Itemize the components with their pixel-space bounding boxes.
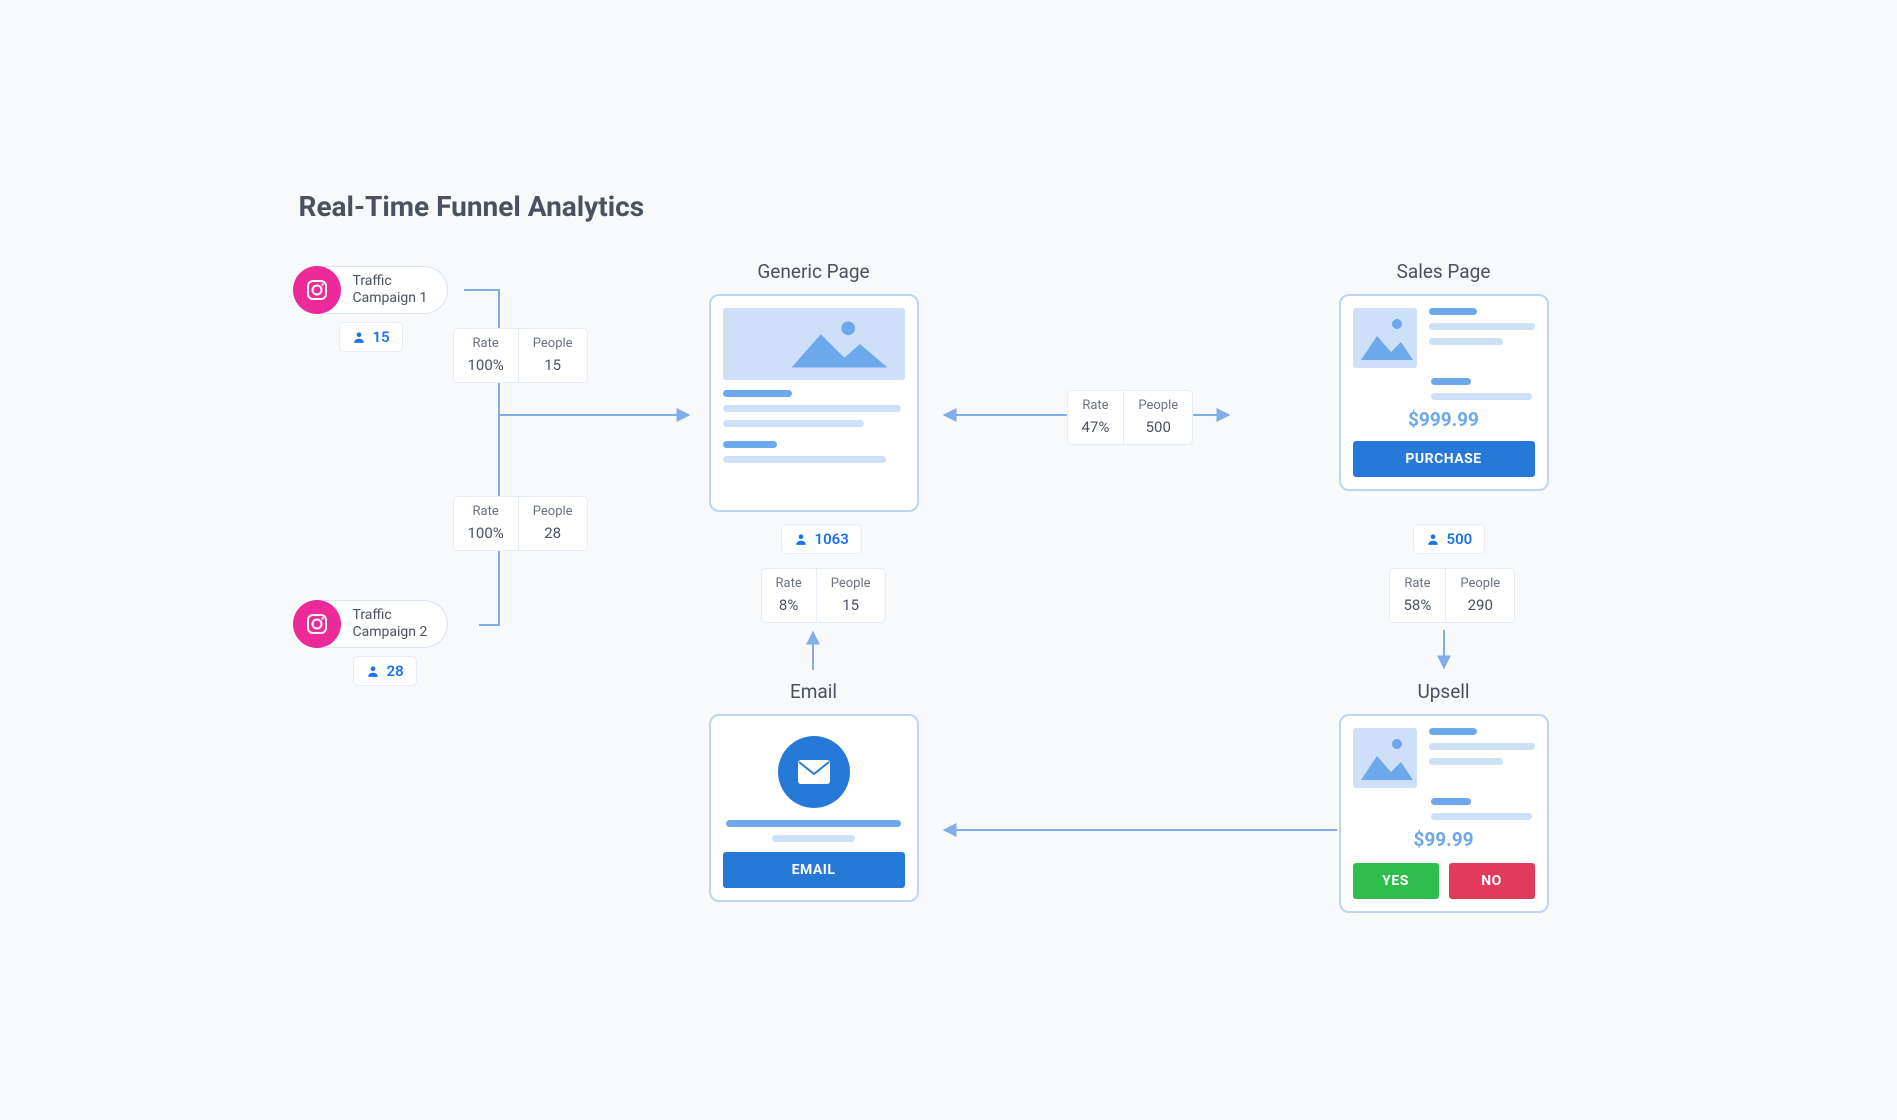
campaign-2-people-badge: 28 [353, 656, 417, 686]
image-placeholder [723, 308, 905, 380]
generic-page-card [709, 294, 919, 512]
sales-people-badge: 500 [1413, 524, 1486, 554]
stat-value: 15 [533, 355, 573, 375]
stat-label: People [831, 575, 871, 593]
stat-value: 8% [776, 595, 802, 615]
person-icon [794, 532, 808, 546]
image-placeholder [1353, 308, 1417, 368]
sales-page-card: $999.99 PURCHASE [1339, 294, 1549, 491]
generic-people: 1063 [815, 530, 849, 548]
instagram-icon [293, 266, 341, 314]
email-title: Email [709, 680, 919, 703]
sales-price: $999.99 [1353, 408, 1535, 431]
traffic-label-line1: Traffic [353, 273, 428, 291]
stat-c2-to-generic: Rate 100% People 28 [453, 496, 588, 551]
email-icon [778, 736, 850, 808]
stat-label: Rate [468, 335, 504, 353]
stat-value: 290 [1460, 595, 1500, 615]
campaign-2-people: 28 [387, 662, 404, 680]
stat-generic-to-sales: Rate 47% People 500 [1067, 390, 1194, 445]
image-placeholder [1353, 728, 1417, 788]
email-card: EMAIL [709, 714, 919, 902]
generic-people-badge: 1063 [781, 524, 862, 554]
generic-page-title: Generic Page [709, 260, 919, 283]
purchase-button[interactable]: PURCHASE [1353, 441, 1535, 477]
stat-c1-to-generic: Rate 100% People 15 [453, 328, 588, 383]
stat-label: Rate [1082, 397, 1110, 415]
campaign-1-people-badge: 15 [339, 322, 403, 352]
stat-label: Rate [1404, 575, 1432, 593]
stat-sales-to-upsell: Rate 58% People 290 [1389, 568, 1516, 623]
stat-value: 15 [831, 595, 871, 615]
person-icon [366, 664, 380, 678]
upsell-card: $99.99 YES NO [1339, 714, 1549, 913]
stat-value: 100% [468, 523, 504, 543]
email-button[interactable]: EMAIL [723, 852, 905, 888]
stat-label: People [533, 335, 573, 353]
stat-value: 100% [468, 355, 504, 375]
sales-page-title: Sales Page [1339, 260, 1549, 283]
sales-people: 500 [1447, 530, 1473, 548]
stat-label: Rate [776, 575, 802, 593]
upsell-yes-button[interactable]: YES [1353, 863, 1439, 899]
stat-label: People [1138, 397, 1178, 415]
upsell-no-button[interactable]: NO [1449, 863, 1535, 899]
stat-value: 47% [1082, 417, 1110, 437]
traffic-label-line2: Campaign 2 [353, 624, 428, 642]
stat-email-to-generic: Rate 8% People 15 [761, 568, 886, 623]
person-icon [352, 330, 366, 344]
instagram-icon [293, 600, 341, 648]
stat-value: 500 [1138, 417, 1178, 437]
stat-value: 58% [1404, 595, 1432, 615]
traffic-campaign-1: Traffic Campaign 1 [293, 266, 449, 314]
traffic-label-line1: Traffic [353, 607, 428, 625]
campaign-1-people: 15 [373, 328, 390, 346]
stat-label: Rate [468, 503, 504, 521]
stat-label: People [1460, 575, 1500, 593]
page-title: Real-Time Funnel Analytics [299, 190, 645, 223]
upsell-price: $99.99 [1353, 828, 1535, 851]
traffic-label-line2: Campaign 1 [353, 290, 428, 308]
person-icon [1426, 532, 1440, 546]
upsell-title: Upsell [1339, 680, 1549, 703]
stat-value: 28 [533, 523, 573, 543]
stat-label: People [533, 503, 573, 521]
traffic-campaign-2: Traffic Campaign 2 [293, 600, 449, 648]
